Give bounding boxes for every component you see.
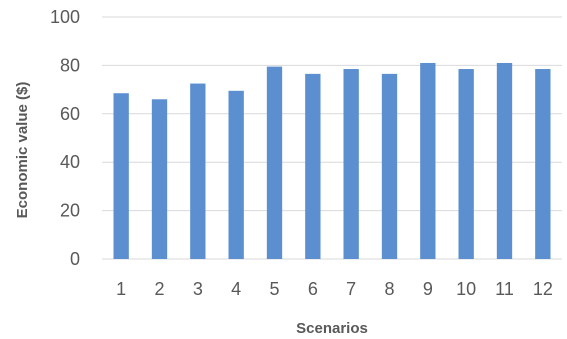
y-axis-title: Economic value ($) (14, 82, 31, 219)
bar-5 (266, 66, 283, 259)
x-tick-label: 1 (116, 279, 126, 299)
bar-12 (535, 69, 551, 259)
x-tick-label: 12 (533, 279, 553, 299)
x-tick-label: 10 (456, 279, 476, 299)
bar-7 (343, 69, 359, 259)
x-tick-label: 4 (231, 279, 241, 299)
gridlines (102, 16, 562, 260)
bar-11 (496, 62, 513, 260)
x-tick-label: 5 (269, 279, 279, 299)
bar-3 (190, 83, 206, 259)
y-tick-label: 60 (60, 104, 80, 124)
x-tick-label: 2 (154, 279, 164, 299)
x-tick-label: 3 (193, 279, 203, 299)
x-tick-label: 7 (346, 279, 356, 299)
y-tick-label: 0 (70, 249, 80, 269)
x-tick-label: 11 (495, 279, 514, 299)
x-axis-title: Scenarios (296, 320, 368, 337)
bar-1 (113, 93, 129, 259)
y-tick-label: 80 (60, 55, 80, 75)
x-tick-label: 9 (423, 279, 433, 299)
bars (113, 62, 551, 260)
bar-2 (151, 99, 168, 259)
y-tick-label: 40 (60, 152, 80, 172)
bar-8 (381, 73, 398, 260)
x-tick-label: 8 (384, 279, 394, 299)
bar-4 (228, 90, 244, 259)
y-tick-label: 100 (50, 7, 80, 27)
bar-10 (458, 69, 474, 259)
bar-9 (420, 62, 436, 260)
bar-6 (305, 73, 321, 260)
y-axis-ticks: 0 20 40 60 80 100 (50, 7, 80, 269)
x-tick-label: 6 (308, 279, 318, 299)
x-axis-ticks: 1 2 3 4 5 6 7 8 9 10 11 12 (116, 279, 553, 299)
y-tick-label: 20 (60, 201, 80, 221)
